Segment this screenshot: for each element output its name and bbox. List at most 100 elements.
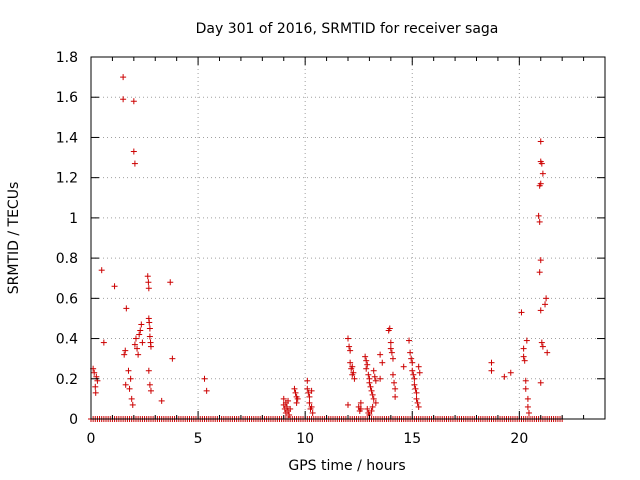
- data-point: [377, 375, 384, 382]
- data-point: [147, 343, 154, 350]
- data-point: [538, 339, 545, 346]
- data-point: [286, 411, 293, 418]
- y-tick-label: 0.2: [56, 372, 78, 388]
- data-point: [146, 333, 153, 340]
- data-point: [488, 367, 495, 374]
- data-point: [409, 359, 416, 366]
- data-point: [408, 355, 415, 362]
- data-point: [363, 365, 370, 372]
- y-tick-label: 1.2: [56, 171, 78, 187]
- data-point: [285, 397, 292, 404]
- data-point: [524, 403, 531, 410]
- data-point: [370, 367, 377, 374]
- data-point: [304, 377, 311, 384]
- data-point: [92, 383, 99, 390]
- data-point: [412, 385, 419, 392]
- data-point: [400, 363, 407, 370]
- data-point: [138, 321, 145, 328]
- data-point: [203, 387, 210, 394]
- data-point: [122, 381, 129, 388]
- x-tick-label: 5: [194, 431, 203, 447]
- data-point: [351, 375, 358, 382]
- data-point: [389, 371, 396, 378]
- data-point: [537, 379, 544, 386]
- data-point: [130, 98, 137, 105]
- data-point: [392, 385, 399, 392]
- data-point: [537, 138, 544, 145]
- data-point: [543, 295, 550, 302]
- y-tick-label: 1: [69, 211, 78, 227]
- data-point: [135, 351, 142, 358]
- data-point: [293, 399, 300, 406]
- y-axis-label: SRMTID / TECUs: [6, 182, 22, 295]
- data-point: [100, 339, 107, 346]
- data-point: [372, 377, 379, 384]
- data-point: [145, 367, 152, 374]
- data-point: [144, 273, 151, 280]
- data-point: [294, 395, 301, 402]
- data-point: [544, 349, 551, 356]
- x-tick-labels: 0 5 10 15 20: [87, 431, 529, 447]
- data-point: [366, 379, 373, 386]
- data-point: [291, 385, 298, 392]
- data-point: [518, 309, 525, 316]
- data-point: [123, 305, 130, 312]
- y-tick-label: 0.8: [56, 251, 78, 267]
- data-point: [525, 409, 532, 416]
- y-tick-label: 1.8: [56, 50, 78, 66]
- data-points: [88, 74, 566, 422]
- data-point: [389, 355, 396, 362]
- data-point: [306, 393, 313, 400]
- y-tick-label: 0: [69, 412, 78, 428]
- data-point: [122, 347, 129, 354]
- data-point: [127, 375, 134, 382]
- data-point: [136, 331, 143, 338]
- data-point: [132, 335, 139, 342]
- data-point: [134, 345, 141, 352]
- data-point: [283, 403, 290, 410]
- data-point: [304, 385, 311, 392]
- data-point: [542, 301, 549, 308]
- data-point: [121, 351, 128, 358]
- data-point: [387, 345, 394, 352]
- data-point: [201, 375, 208, 382]
- data-point: [536, 182, 543, 189]
- plot-frame: [90, 56, 606, 420]
- data-point: [309, 409, 316, 416]
- data-point: [91, 369, 98, 376]
- data-point: [147, 387, 154, 394]
- data-point: [345, 401, 351, 408]
- data-point: [539, 170, 546, 177]
- data-point: [368, 387, 375, 394]
- data-point: [391, 379, 398, 386]
- data-point: [357, 399, 364, 406]
- data-point: [120, 74, 127, 81]
- y-tick-label: 1.4: [56, 130, 78, 146]
- data-point: [370, 395, 377, 402]
- data-point: [406, 337, 413, 344]
- data-point: [411, 381, 418, 388]
- y-tick-label: 1.6: [56, 90, 78, 106]
- x-axis-label: GPS time / hours: [288, 458, 405, 474]
- data-point: [345, 335, 351, 342]
- data-point: [539, 343, 546, 350]
- data-point: [308, 387, 315, 394]
- data-point: [409, 367, 416, 374]
- data-point: [98, 267, 105, 274]
- data-point: [131, 341, 138, 348]
- data-point: [363, 357, 370, 364]
- data-point: [538, 160, 545, 167]
- data-point: [137, 327, 144, 334]
- data-point: [520, 345, 527, 352]
- data-point: [347, 347, 354, 354]
- data-point: [369, 403, 376, 410]
- data-point: [349, 363, 356, 370]
- data-point: [371, 373, 378, 380]
- data-point: [146, 319, 153, 326]
- data-point: [410, 371, 417, 378]
- data-point: [507, 369, 514, 376]
- data-point: [377, 351, 384, 358]
- data-point: [146, 381, 153, 388]
- data-point: [387, 339, 394, 346]
- data-point: [367, 383, 374, 390]
